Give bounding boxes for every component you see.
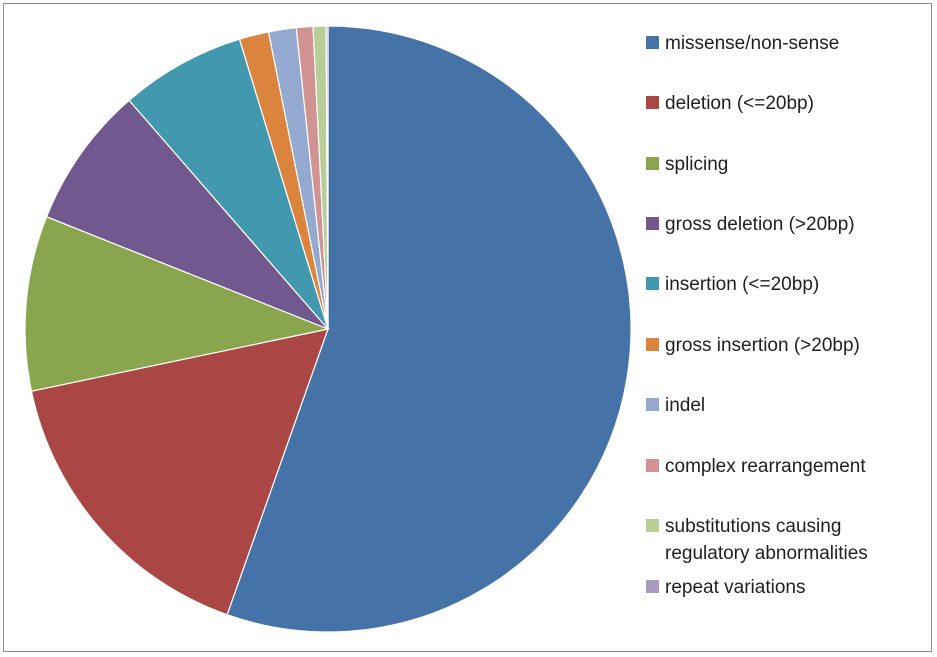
legend-label: repeat variations bbox=[665, 577, 806, 598]
legend-item: repeat variations bbox=[646, 574, 920, 601]
legend-swatch bbox=[646, 338, 659, 351]
legend-label: missense/non-sense bbox=[665, 33, 840, 54]
legend-label: insertion (<=20bp) bbox=[665, 274, 820, 295]
legend-swatch bbox=[646, 157, 659, 170]
pie-slice-10 bbox=[325, 25, 329, 330]
legend-item: complex rearrangement bbox=[646, 453, 920, 480]
legend-label: splicing bbox=[665, 154, 729, 175]
legend-label: deletion (<=20bp) bbox=[665, 93, 814, 114]
legend-item: deletion (<=20bp) bbox=[646, 90, 920, 117]
legend-item: missense/non-sense bbox=[646, 30, 920, 57]
legend-label: indel bbox=[665, 395, 706, 416]
legend-swatch bbox=[646, 580, 659, 593]
legend-label: complex rearrangement bbox=[665, 456, 866, 477]
legend-swatch bbox=[646, 96, 659, 109]
legend-item: gross insertion (>20bp) bbox=[646, 332, 920, 359]
legend-swatch bbox=[646, 36, 659, 49]
legend-label: substitutions causing regulatory abnorma… bbox=[665, 516, 868, 564]
legend-swatch bbox=[646, 398, 659, 411]
legend-label: gross insertion (>20bp) bbox=[665, 335, 860, 356]
legend-item: substitutions causing regulatory abnorma… bbox=[646, 513, 920, 567]
legend-swatch bbox=[646, 217, 659, 230]
pie-slice-3 bbox=[24, 215, 331, 392]
pie-slice-5 bbox=[128, 38, 329, 330]
legend-swatch bbox=[646, 519, 659, 532]
legend-item: gross deletion (>20bp) bbox=[646, 211, 920, 238]
legend-item: splicing bbox=[646, 151, 920, 178]
legend-swatch bbox=[646, 459, 659, 472]
pie-slice-4 bbox=[45, 99, 329, 330]
legend-item: indel bbox=[646, 392, 920, 419]
legend-label: gross deletion (>20bp) bbox=[665, 214, 855, 235]
legend-swatch bbox=[646, 277, 659, 290]
legend-item: insertion (<=20bp) bbox=[646, 271, 920, 298]
pie-slice-2 bbox=[30, 328, 329, 616]
